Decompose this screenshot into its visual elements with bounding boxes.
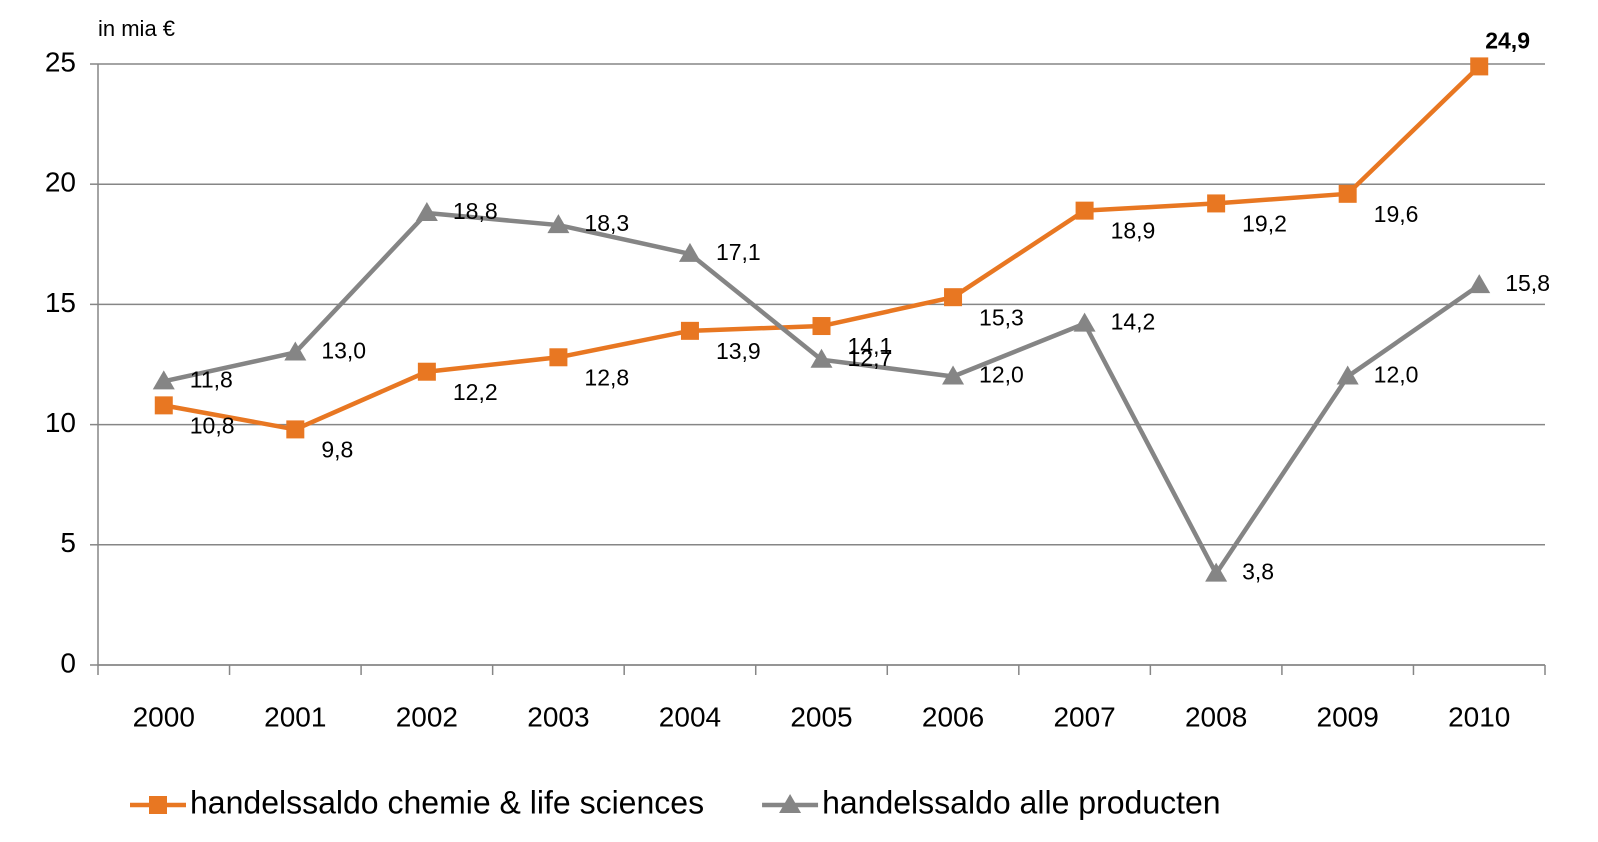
data-label: 12,2: [453, 379, 498, 405]
x-tick-label: 2004: [659, 701, 721, 732]
data-label: 3,8: [1242, 559, 1274, 585]
y-tick-label: 15: [45, 287, 76, 318]
series-line: [163, 210, 1481, 576]
data-point: [944, 288, 963, 307]
data-point: [549, 348, 568, 367]
data-point: [1207, 194, 1226, 213]
data-point: [1205, 562, 1228, 582]
data-label: 14,1: [848, 333, 893, 359]
data-point: [1336, 365, 1359, 385]
data-point: [1073, 312, 1096, 332]
data-label: 13,0: [321, 338, 366, 364]
data-point: [415, 202, 438, 222]
data-point: [812, 317, 831, 336]
x-tick-label: 2007: [1053, 701, 1115, 732]
x-tick-label: 2010: [1448, 701, 1510, 732]
data-point: [1075, 201, 1094, 220]
x-tick-label: 2009: [1317, 701, 1379, 732]
data-point: [680, 321, 699, 340]
data-label: 14,2: [1111, 309, 1156, 335]
data-label: 18,9: [1111, 218, 1156, 244]
data-label: 9,8: [321, 436, 353, 462]
data-point: [1470, 57, 1489, 76]
x-tick-label: 2005: [790, 701, 852, 732]
data-label: 15,3: [979, 304, 1024, 330]
series-line: [163, 64, 1481, 432]
x-tick-label: 2000: [133, 701, 195, 732]
data-label: 18,8: [453, 198, 498, 224]
x-tick-label: 2003: [527, 701, 589, 732]
data-label: 15,8: [1505, 270, 1550, 296]
data-label: 19,6: [1374, 201, 1419, 227]
y-tick-label: 0: [60, 647, 76, 678]
data-point: [810, 348, 833, 368]
x-tick-label: 2006: [922, 701, 984, 732]
data-point: [152, 370, 175, 390]
y-tick-label: 25: [45, 46, 76, 77]
y-axis-label: in mia €: [98, 16, 175, 41]
y-tick-label: 10: [45, 407, 76, 438]
data-point: [286, 420, 305, 439]
data-point: [1468, 274, 1491, 294]
data-label: 13,9: [716, 338, 761, 364]
data-label: 11,8: [190, 366, 233, 392]
data-label: 17,1: [716, 239, 761, 265]
legend-label: handelssaldo alle producten: [822, 784, 1221, 820]
data-label: 12,7: [848, 345, 893, 371]
data-point: [547, 214, 570, 234]
x-tick-label: 2001: [264, 701, 326, 732]
y-tick-label: 20: [45, 167, 76, 198]
data-point: [284, 341, 307, 361]
y-tick-label: 5: [60, 527, 76, 558]
data-label: 12,0: [1374, 362, 1419, 388]
x-tick-label: 2002: [396, 701, 458, 732]
x-tick-label: 2008: [1185, 701, 1247, 732]
data-label: 10,8: [190, 412, 235, 438]
data-label: 18,3: [584, 210, 629, 236]
data-point: [942, 365, 965, 385]
data-label: 12,0: [979, 362, 1024, 388]
legend-marker: [779, 794, 802, 813]
legend-marker: [149, 796, 167, 814]
data-label: 12,8: [584, 364, 629, 390]
data-point: [154, 396, 173, 415]
data-label: 24,9: [1485, 27, 1530, 53]
data-point: [1338, 184, 1357, 203]
data-label: 19,2: [1242, 211, 1287, 237]
data-point: [678, 242, 701, 262]
legend-label: handelssaldo chemie & life sciences: [190, 784, 704, 820]
data-point: [417, 362, 436, 381]
